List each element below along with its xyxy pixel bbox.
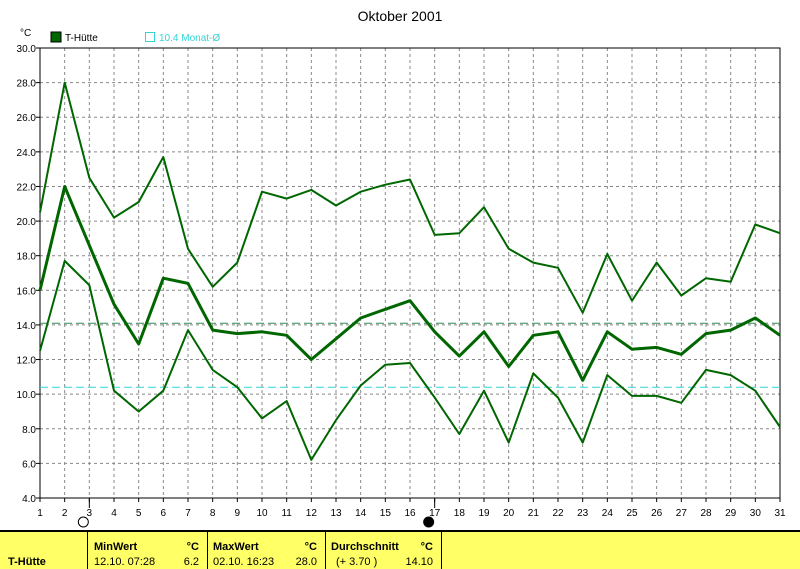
max-value: 28.0 <box>295 556 317 568</box>
x-tick-label: 6 <box>161 508 167 519</box>
y-axis-unit: °C <box>20 28 31 39</box>
full-moon-icon <box>423 516 435 528</box>
y-tick-label: 4.0 <box>22 494 36 505</box>
y-tick-label: 20.0 <box>17 217 37 228</box>
x-tick-label: 11 <box>281 508 292 519</box>
max-time: 02.10. 16:23 <box>213 556 275 568</box>
x-tick-label: 26 <box>651 508 663 519</box>
x-tick-label: 3 <box>87 508 93 519</box>
y-tick-label: 6.0 <box>22 459 36 470</box>
series-min-line <box>39 259 781 461</box>
x-tick-label: 8 <box>210 508 216 519</box>
grid <box>36 47 781 502</box>
y-tick-label: 18.0 <box>17 252 37 263</box>
y-tick-labels: 4.0 6.0 8.0 10.0 12.0 14.0 16.0 18.0 20.0 22.0 24.… <box>17 44 37 505</box>
avg-diff: (+ 3.70 ) <box>336 556 378 568</box>
legend-series-label: T-Hütte <box>65 33 98 44</box>
series-lines <box>38 81 781 461</box>
avg-unit: °C <box>420 541 433 553</box>
plot-frame <box>39 47 781 499</box>
x-tick-label: 31 <box>774 508 786 519</box>
stats-panel: T-Hütte MinWert °C 12.10. 07:28 6.2 MaxW… <box>0 530 800 569</box>
y-tick-label: 12.0 <box>17 356 37 367</box>
x-tick-label: 27 <box>676 508 688 519</box>
day-markers <box>77 498 436 528</box>
x-tick-label: 1 <box>37 508 43 519</box>
legend-series-swatch <box>50 31 62 43</box>
series-max-line <box>39 81 781 314</box>
x-tick-label: 20 <box>503 508 515 519</box>
min-cell: MinWert °C 12.10. 07:28 6.2 <box>87 532 207 569</box>
x-tick-label: 19 <box>478 508 490 519</box>
x-tick-label: 2 <box>62 508 68 519</box>
x-tick-labels: 1 2 3 4 5 6 7 8 9 10 11 12 13 14 15 16 17 18 19 20 21 22 23 24 2… <box>37 508 786 519</box>
x-tick-label: 7 <box>185 508 191 519</box>
x-tick-label: 23 <box>577 508 589 519</box>
y-tick-label: 16.0 <box>17 286 37 297</box>
min-label: MinWert <box>94 541 138 553</box>
y-tick-label: 22.0 <box>17 182 37 193</box>
y-tick-label: 24.0 <box>17 148 37 159</box>
x-tick-label: 12 <box>306 508 318 519</box>
y-tick-label: 28.0 <box>17 79 37 90</box>
y-tick-label: 10.0 <box>17 390 37 401</box>
station-name: T-Hütte <box>8 556 46 568</box>
x-tick-label: 17 <box>429 508 441 519</box>
x-tick-label: 22 <box>552 508 564 519</box>
y-tick-label: 26.0 <box>17 113 37 124</box>
x-tick-label: 15 <box>380 508 392 519</box>
station-cell: T-Hütte <box>0 532 87 569</box>
x-tick-label: 4 <box>111 508 117 519</box>
x-tick-label: 24 <box>602 508 614 519</box>
reference-lines <box>40 322 780 388</box>
y-tick-label: 14.0 <box>17 321 37 332</box>
legend-month-swatch <box>145 32 155 42</box>
max-unit: °C <box>304 541 317 553</box>
y-tick-label: 30.0 <box>17 44 37 55</box>
min-value: 6.2 <box>183 556 199 568</box>
x-tick-label: 14 <box>355 508 367 519</box>
new-moon-icon <box>77 516 89 528</box>
x-tick-label: 5 <box>136 508 142 519</box>
legend-month-label: 10.4 Monat-Ø <box>159 33 220 44</box>
max-cell: MaxWert °C 02.10. 16:23 28.0 <box>207 532 325 569</box>
avg-cell: Durchschnitt °C (+ 3.70 ) 14.10 <box>325 532 442 569</box>
x-tick-label: 18 <box>454 508 466 519</box>
avg-value: 14.10 <box>405 556 433 568</box>
x-tick-label: 13 <box>330 508 342 519</box>
x-tick-label: 30 <box>750 508 762 519</box>
y-tick-label: 8.0 <box>22 425 36 436</box>
x-tick-label: 16 <box>404 508 416 519</box>
x-tick-label: 9 <box>235 508 241 519</box>
x-tick-label: 21 <box>528 508 540 519</box>
series-mean-line <box>38 185 781 382</box>
x-tick-label: 28 <box>700 508 712 519</box>
x-tick-label: 25 <box>626 508 638 519</box>
min-unit: °C <box>186 541 199 553</box>
min-time: 12.10. 07:28 <box>94 556 156 568</box>
x-tick-label: 29 <box>725 508 737 519</box>
x-tick-label: 10 <box>256 508 268 519</box>
chart-title: Oktober 2001 <box>358 8 443 24</box>
max-label: MaxWert <box>213 541 259 553</box>
temperature-chart: Oktober 2001 °C T-Hütte 10.4 Monat-Ø 4.0… <box>17 8 786 528</box>
avg-label: Durchschnitt <box>331 541 399 553</box>
